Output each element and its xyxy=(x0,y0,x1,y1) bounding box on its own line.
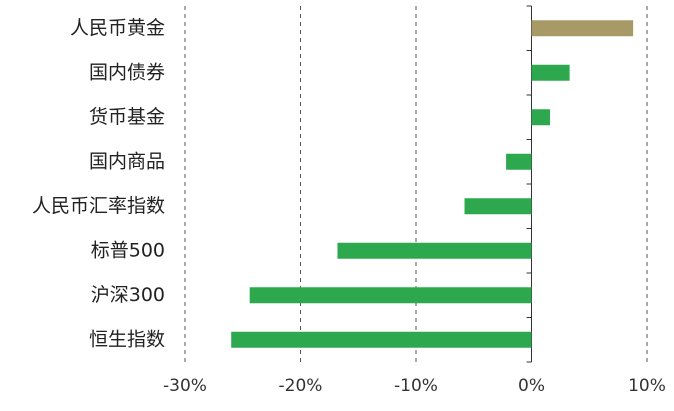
x-tick-label: -10% xyxy=(394,376,438,396)
y-tick-label: 国内债券 xyxy=(89,61,165,83)
y-tick-label: 国内商品 xyxy=(89,150,165,172)
bar xyxy=(531,20,634,37)
y-tick-label: 货币基金 xyxy=(89,106,165,128)
x-tick-label: 0% xyxy=(518,376,545,396)
x-tick-label: -30% xyxy=(163,376,207,396)
x-tick-label: 10% xyxy=(628,376,666,396)
y-tick-label: 人民币黄金 xyxy=(70,17,165,39)
y-tick-label: 人民币汇率指数 xyxy=(32,195,165,217)
y-tick-label: 标普500 xyxy=(91,239,165,261)
y-tick-label: 沪深300 xyxy=(91,284,165,306)
bar xyxy=(464,198,532,215)
bar xyxy=(531,109,550,126)
bar xyxy=(531,64,570,81)
x-tick-label: -20% xyxy=(279,376,323,396)
y-tick-label: 恒生指数 xyxy=(89,328,165,350)
bar xyxy=(249,287,532,304)
bar xyxy=(231,331,532,348)
bar xyxy=(506,153,532,170)
bar xyxy=(337,242,532,259)
